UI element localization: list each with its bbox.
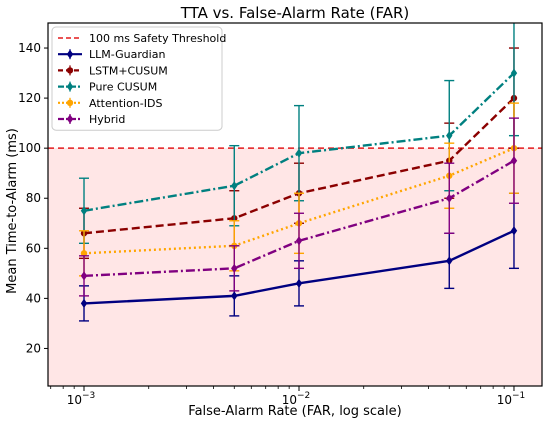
- series-hybrid: [79, 117, 519, 297]
- y-tick-label: 80: [26, 191, 41, 205]
- x-tick-label: 10−2: [282, 391, 311, 407]
- series-line: [83, 147, 515, 255]
- x-tick-label-base: 10: [282, 393, 297, 407]
- data-point: [66, 114, 74, 124]
- x-tick-label-exponent: −1: [512, 391, 525, 401]
- legend-label: LSTM+CUSUM: [89, 64, 168, 77]
- data-point: [66, 49, 74, 59]
- y-tick-label: 120: [18, 91, 41, 105]
- data-point: [446, 131, 453, 141]
- data-point: [446, 256, 453, 266]
- plot-frame: [47, 22, 543, 387]
- data-point: [80, 271, 88, 281]
- data-point: [231, 263, 238, 273]
- legend-label: Attention-IDS: [89, 97, 162, 110]
- data-point: [231, 181, 238, 191]
- legend-label: Pure CUSUM: [89, 81, 157, 94]
- data-point: [446, 193, 453, 203]
- x-tick-label-base: 10: [67, 393, 82, 407]
- legend-box: [51, 26, 223, 131]
- data-point: [510, 226, 518, 236]
- x-tick-label-exponent: −3: [82, 391, 95, 401]
- data-point: [66, 99, 74, 107]
- data-point: [231, 291, 238, 301]
- data-point: [66, 67, 74, 74]
- y-tick-label: 40: [26, 291, 41, 305]
- legend-item: Attention-IDS: [58, 97, 162, 110]
- y-tick-label: 100: [18, 141, 41, 155]
- legend-label: Hybrid: [89, 113, 125, 126]
- x-tick-label-base: 10: [497, 393, 512, 407]
- data-point: [80, 250, 88, 257]
- legend-item: Hybrid: [58, 113, 125, 126]
- data-point: [66, 82, 74, 92]
- data-point: [295, 148, 303, 158]
- data-point: [295, 278, 303, 288]
- legend-item: 100 ms Safety Threshold: [58, 32, 226, 45]
- data-point: [80, 298, 88, 308]
- y-tick-label: 20: [26, 341, 41, 355]
- y-tick-label: 140: [18, 41, 41, 55]
- data-point: [295, 236, 303, 246]
- plot-series-group: [79, 23, 519, 322]
- legend-label: 100 ms Safety Threshold: [89, 32, 226, 45]
- x-tick-label-exponent: −2: [297, 391, 310, 401]
- y-axis-label: Mean Time-to-Alarm (ms): [5, 128, 20, 294]
- x-axis-label: False-Alarm Rate (FAR, log scale): [188, 404, 401, 419]
- data-point: [510, 68, 518, 78]
- threshold-shaded-region: [48, 148, 542, 386]
- chart-title: TTA vs. False-Alarm Rate (FAR): [180, 4, 410, 22]
- legend-item: LLM-Guardian: [58, 48, 165, 61]
- legend: 100 ms Safety Threshold LLM-Guardian LSTM+…: [51, 26, 226, 131]
- data-point: [80, 206, 88, 216]
- x-tick-label: 10−3: [67, 391, 96, 407]
- y-tick-label: 60: [26, 241, 41, 255]
- x-tick-label: 10−1: [497, 391, 526, 407]
- legend-item: Pure CUSUM: [58, 81, 157, 94]
- legend-label: LLM-Guardian: [89, 48, 165, 61]
- data-point: [510, 156, 518, 166]
- legend-item: LSTM+CUSUM: [58, 64, 168, 77]
